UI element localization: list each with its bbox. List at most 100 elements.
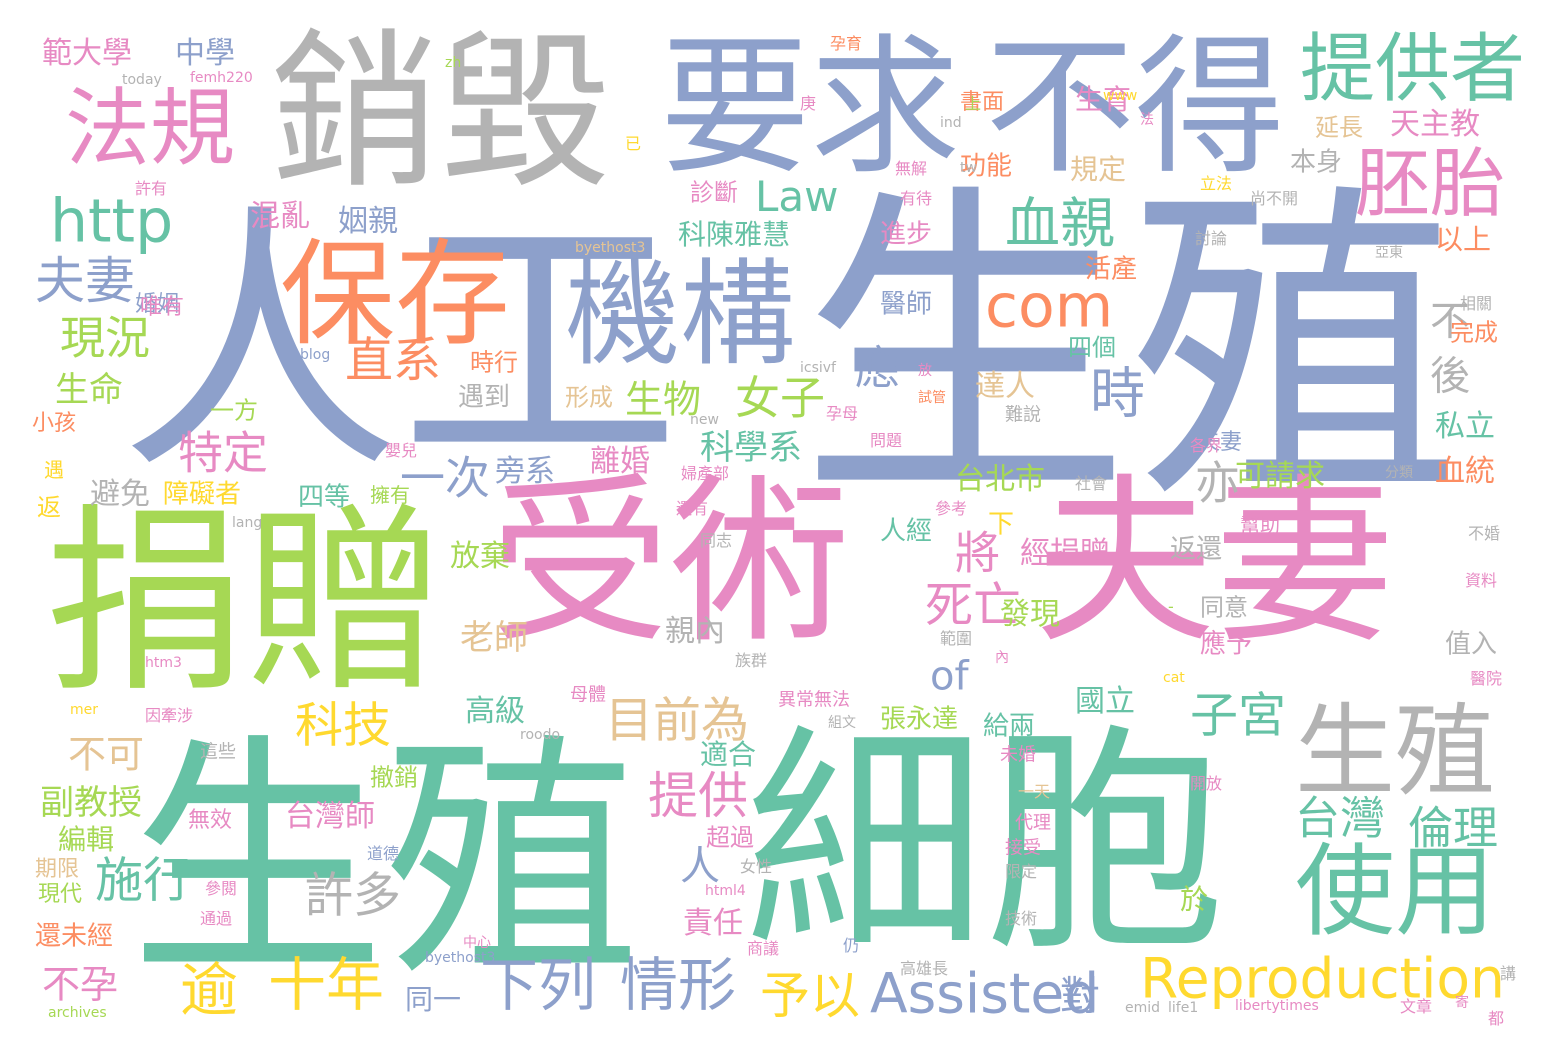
cloud-word: byethost3: [425, 950, 495, 966]
cloud-word: 醫師: [880, 289, 932, 319]
cloud-word: 幫助: [1240, 513, 1280, 537]
cloud-word: -: [1168, 597, 1174, 616]
cloud-word: 難說: [1005, 404, 1041, 425]
cloud-word: 倫理: [1408, 802, 1498, 855]
cloud-word: 親內: [665, 614, 725, 649]
cloud-word: 一次: [400, 452, 490, 505]
cloud-word: 診斷: [690, 179, 738, 207]
cloud-word: 因牽涉: [145, 706, 193, 725]
cloud-word: 亞東: [1375, 245, 1403, 261]
cloud-word: 通過: [200, 909, 232, 928]
cloud-word: 範圍: [940, 629, 972, 648]
cloud-word: 中學: [175, 36, 235, 71]
cloud-word: 講: [1500, 964, 1516, 983]
cloud-word: icsivf: [800, 360, 837, 376]
cloud-word: 生物: [625, 378, 701, 422]
cloud-word: 形成: [565, 384, 613, 412]
cloud-word: 撤銷: [370, 764, 418, 792]
cloud-word: 下: [988, 509, 1014, 539]
cloud-word: htm3: [145, 655, 182, 671]
cloud-word: 法規: [65, 80, 235, 179]
cloud-word: html4: [705, 883, 746, 899]
cloud-word: 科學系: [700, 428, 802, 468]
cloud-word: 銷毀: [270, 14, 610, 212]
cloud-word: byethost3: [575, 240, 645, 256]
cloud-word: tw: [960, 160, 977, 176]
cloud-word: 期限: [35, 857, 79, 882]
cloud-word: 高雄長: [900, 959, 948, 978]
cloud-word: 科技: [295, 697, 391, 753]
cloud-word: 中心: [463, 935, 491, 951]
cloud-word: 庚: [800, 94, 816, 113]
cloud-word: 提供者: [1300, 25, 1525, 113]
cloud-word: 胚胎: [1355, 140, 1505, 228]
cloud-word: 活產: [1085, 254, 1137, 284]
cloud-word: ind: [940, 115, 962, 131]
cloud-word: 人工: [120, 182, 680, 508]
cloud-word: archives: [48, 1005, 107, 1021]
cloud-word: 超過: [706, 824, 754, 852]
cloud-word: roodo: [520, 727, 560, 743]
cloud-word: 問題: [870, 431, 902, 450]
cloud-word: 文章: [1400, 997, 1432, 1016]
cloud-word: 參考: [935, 499, 967, 518]
cloud-word: lang: [232, 515, 262, 531]
cloud-word: 這些: [200, 741, 236, 762]
cloud-word: 編輯: [58, 823, 114, 856]
cloud-word: 都: [1488, 1009, 1504, 1028]
cloud-word: 代理: [1015, 812, 1051, 833]
cloud-word: 人: [680, 843, 720, 889]
cloud-word: 各界: [1190, 436, 1222, 455]
cloud-word: 細胞: [745, 703, 1225, 983]
cloud-word: 放: [918, 363, 932, 379]
cloud-word: 進步: [880, 219, 932, 249]
cloud-word: 張永達: [880, 704, 958, 734]
cloud-word: 於: [1180, 883, 1208, 916]
cloud-word: www: [1103, 88, 1137, 104]
cloud-word: com: [985, 272, 1113, 342]
cloud-word: 夫妻: [35, 252, 135, 310]
cloud-word: 返: [37, 494, 61, 522]
cloud-word: 孕育: [830, 34, 862, 53]
cloud-word: 私立: [1435, 409, 1495, 444]
cloud-word: 十年: [268, 951, 384, 1019]
cloud-word: 可請求: [1235, 459, 1325, 494]
cloud-word: 醫院: [1470, 669, 1502, 688]
cloud-word: 族群: [735, 651, 767, 670]
cloud-word: 小孩: [32, 411, 76, 436]
cloud-word: 還有: [676, 499, 708, 518]
cloud-word: 生育: [1075, 83, 1131, 116]
cloud-word: emid: [1125, 1000, 1160, 1016]
cloud-word: 分類: [1385, 465, 1413, 481]
cloud-word: 對: [1060, 973, 1100, 1019]
cloud-word: 高級: [465, 694, 525, 729]
cloud-word: 人經: [880, 516, 932, 546]
cloud-word: 已: [625, 134, 641, 153]
cloud-word: 組文: [828, 715, 856, 731]
cloud-word: 遇到: [458, 382, 510, 412]
cloud-word: 法: [1140, 112, 1154, 128]
cloud-word: 內: [995, 650, 1009, 666]
cloud-word: 受術: [490, 459, 850, 668]
cloud-word: 不婚: [1468, 524, 1500, 543]
cloud-word: 尚不開: [1250, 189, 1298, 208]
cloud-word: 台北市: [955, 462, 1045, 497]
cloud-word: 將: [955, 527, 1000, 580]
cloud-word: Assisted: [870, 961, 1099, 1025]
cloud-word: 提供: [648, 767, 748, 825]
cloud-word: 亦: [1195, 457, 1240, 510]
cloud-word: 血親: [1005, 191, 1115, 255]
cloud-word: 許有: [135, 179, 167, 198]
cloud-word: 應予: [1200, 629, 1252, 659]
cloud-word: new: [690, 412, 719, 428]
cloud-word: libertytimes: [1235, 998, 1319, 1014]
cloud-word: 道德: [367, 844, 399, 863]
cloud-word: 直系: [345, 332, 441, 388]
cloud-word: cat: [1163, 670, 1185, 686]
cloud-word: 仍: [843, 936, 859, 955]
cloud-word: 以上: [1435, 223, 1491, 256]
cloud-word: 書面: [960, 90, 1004, 115]
cloud-word: 許多: [305, 867, 401, 923]
cloud-word: 討論: [1195, 229, 1227, 248]
